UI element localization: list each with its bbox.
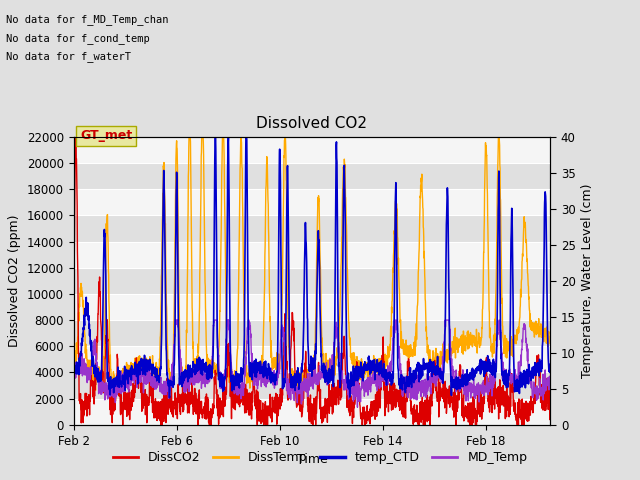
temp_CTD bbox=[166, 395, 173, 400]
Bar bbox=[74, 372, 550, 398]
temp_CTD bbox=[94, 379, 102, 385]
DissCO2 bbox=[289, 327, 297, 333]
DissCO2 bbox=[119, 422, 127, 428]
DissTemp bbox=[547, 330, 554, 336]
MD_Temp bbox=[547, 377, 554, 383]
DissTemp bbox=[445, 341, 453, 347]
DissTemp bbox=[533, 326, 541, 332]
MD_Temp bbox=[302, 381, 310, 387]
X-axis label: Time: Time bbox=[296, 453, 328, 466]
DissCO2 bbox=[445, 383, 453, 389]
Text: No data for f_waterT: No data for f_waterT bbox=[6, 51, 131, 62]
DissCO2 bbox=[533, 356, 541, 362]
temp_CTD bbox=[302, 238, 310, 243]
Bar bbox=[74, 320, 550, 346]
Legend: DissCO2, DissTemp, temp_CTD, MD_Temp: DissCO2, DissTemp, temp_CTD, MD_Temp bbox=[108, 446, 532, 469]
Bar bbox=[74, 398, 550, 425]
Text: No data for f_cond_temp: No data for f_cond_temp bbox=[6, 33, 150, 44]
Bar bbox=[74, 346, 550, 372]
DissTemp bbox=[289, 379, 297, 384]
temp_CTD bbox=[70, 364, 77, 370]
MD_Temp bbox=[289, 381, 297, 387]
DissCO2 bbox=[72, 127, 79, 133]
DissCO2 bbox=[547, 378, 554, 384]
Bar bbox=[74, 268, 550, 294]
DissTemp bbox=[70, 365, 77, 371]
temp_CTD bbox=[445, 339, 453, 345]
Y-axis label: Temperature, Water Level (cm): Temperature, Water Level (cm) bbox=[581, 183, 595, 378]
Line: DissTemp: DissTemp bbox=[74, 137, 550, 391]
Bar bbox=[74, 163, 550, 189]
temp_CTD bbox=[533, 365, 541, 371]
Line: DissCO2: DissCO2 bbox=[74, 130, 550, 425]
DissTemp bbox=[533, 321, 541, 326]
DissCO2 bbox=[70, 331, 77, 337]
MD_Temp bbox=[533, 385, 541, 391]
DissCO2 bbox=[533, 353, 541, 359]
Bar bbox=[74, 241, 550, 268]
Text: GT_met: GT_met bbox=[80, 130, 132, 143]
DissCO2 bbox=[94, 311, 102, 317]
Bar bbox=[74, 137, 550, 163]
Text: No data for f_MD_Temp_chan: No data for f_MD_Temp_chan bbox=[6, 14, 169, 25]
MD_Temp bbox=[70, 368, 77, 374]
Y-axis label: Dissolved CO2 (ppm): Dissolved CO2 (ppm) bbox=[8, 215, 21, 347]
DissTemp bbox=[302, 374, 310, 380]
DissTemp bbox=[185, 134, 193, 140]
MD_Temp bbox=[533, 383, 541, 389]
temp_CTD bbox=[211, 134, 219, 140]
MD_Temp bbox=[94, 371, 102, 376]
Bar bbox=[74, 294, 550, 320]
Title: Dissolved CO2: Dissolved CO2 bbox=[257, 117, 367, 132]
DissCO2 bbox=[302, 355, 310, 361]
MD_Temp bbox=[353, 404, 361, 410]
temp_CTD bbox=[289, 384, 297, 390]
Bar bbox=[74, 189, 550, 216]
Line: MD_Temp: MD_Temp bbox=[74, 320, 550, 407]
MD_Temp bbox=[445, 324, 453, 329]
MD_Temp bbox=[172, 317, 179, 323]
DissTemp bbox=[94, 369, 102, 374]
Bar bbox=[74, 216, 550, 241]
temp_CTD bbox=[533, 361, 541, 367]
DissTemp bbox=[294, 388, 302, 394]
temp_CTD bbox=[547, 365, 554, 371]
Line: temp_CTD: temp_CTD bbox=[74, 137, 550, 397]
